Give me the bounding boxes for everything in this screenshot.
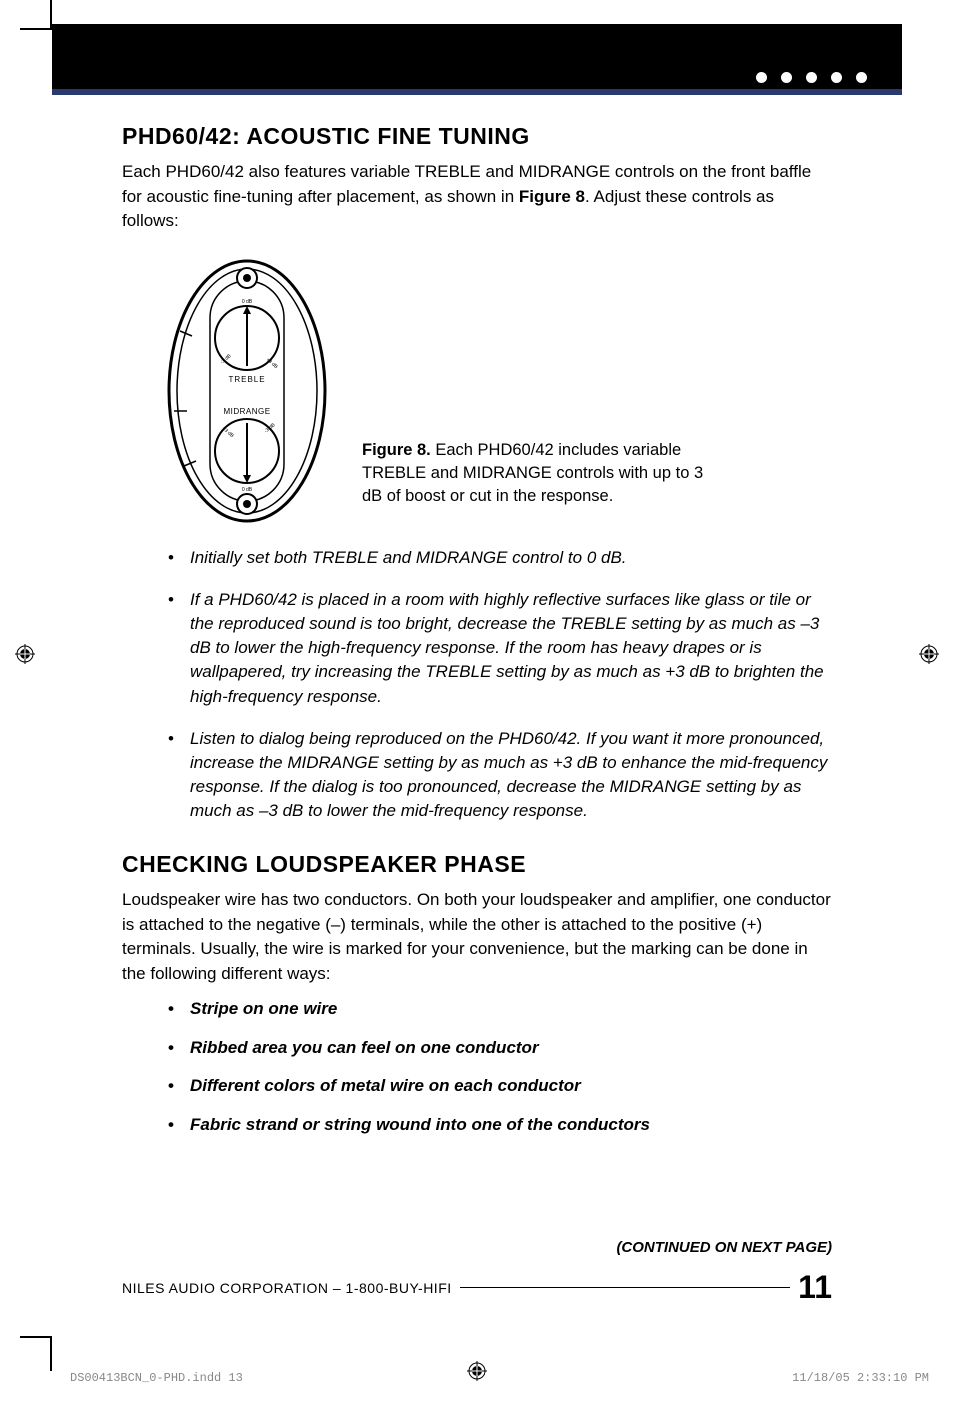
figure-label: Figure 8. [362,441,431,459]
wire-list: Stripe on one wire Ribbed area you can f… [168,997,832,1137]
header-dots [756,72,867,83]
treble-label: TREBLE [228,375,265,384]
instruction-list: Initially set both TREBLE and MIDRANGE c… [168,546,832,823]
figure-caption: Figure 8. Each PHD60/42 includes variabl… [362,439,712,526]
registration-mark [467,1361,487,1386]
footer-rule [460,1287,791,1288]
dial-label: 0 dB [242,299,253,305]
crop-mark [20,28,52,30]
instruction-item: Listen to dialog being reproduced on the… [168,727,832,824]
dot [831,72,842,83]
registration-mark [15,644,35,669]
section-heading: PHD60/42: ACOUSTIC FINE TUNING [122,123,832,150]
figure-8-diagram: 0 dB -3 dB +3 dB TREBLE MIDRANGE +3 dB -… [162,256,332,526]
instruction-item: Initially set both TREBLE and MIDRANGE c… [168,546,832,570]
registration-mark [919,644,939,669]
header-bar [52,24,902,89]
content-area: PHD60/42: ACOUSTIC FINE TUNING Each PHD6… [52,95,902,1137]
page-container: PHD60/42: ACOUSTIC FINE TUNING Each PHD6… [52,24,902,1336]
figure-row: 0 dB -3 dB +3 dB TREBLE MIDRANGE +3 dB -… [162,256,832,526]
crop-mark [50,1336,52,1371]
footer-text: NILES AUDIO CORPORATION – 1-800-BUY-HIFI [122,1280,452,1296]
figure-ref: Figure 8 [519,187,585,206]
print-slug-left: DS00413BCN_0-PHD.indd 13 [70,1371,243,1385]
footer: NILES AUDIO CORPORATION – 1-800-BUY-HIFI… [122,1269,832,1306]
print-slug-right: 11/18/05 2:33:10 PM [792,1371,929,1385]
section-intro: Each PHD60/42 also features variable TRE… [122,160,832,234]
wire-item: Fabric strand or string wound into one o… [168,1113,832,1137]
section-intro: Loudspeaker wire has two conductors. On … [122,888,832,987]
instruction-item: If a PHD60/42 is placed in a room with h… [168,588,832,709]
wire-item: Ribbed area you can feel on one conducto… [168,1036,832,1060]
section-heading: CHECKING LOUDSPEAKER PHASE [122,851,832,878]
dot [756,72,767,83]
dot [781,72,792,83]
wire-item: Different colors of metal wire on each c… [168,1074,832,1098]
midrange-label: MIDRANGE [223,407,270,416]
crop-mark [20,1336,52,1338]
dot [806,72,817,83]
continued-label: (CONTINUED ON NEXT PAGE) [616,1239,832,1256]
svg-text:0 dB: 0 dB [242,487,253,493]
wire-item: Stripe on one wire [168,997,832,1021]
page-number: 11 [798,1269,832,1306]
dot [856,72,867,83]
